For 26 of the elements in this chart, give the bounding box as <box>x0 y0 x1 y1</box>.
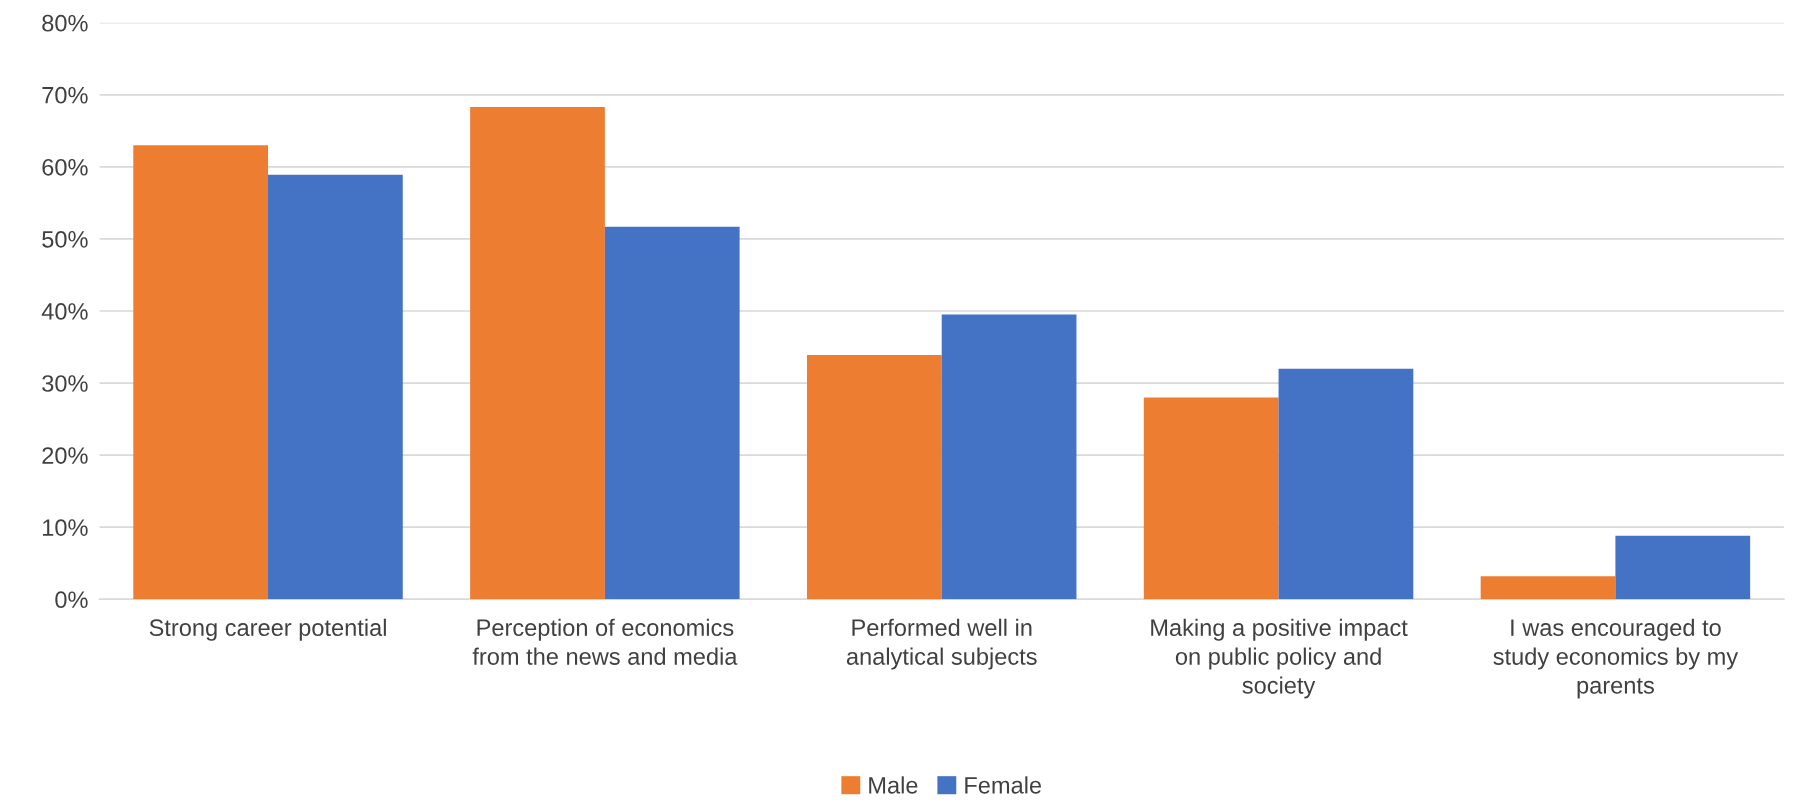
y-tick-label: 80% <box>42 14 88 32</box>
y-tick-label: 10% <box>43 519 88 536</box>
y-tick-label: 30% <box>42 375 88 392</box>
bar <box>1615 535 1751 600</box>
bar <box>470 107 605 600</box>
bar <box>268 174 403 600</box>
y-tick-label: 0% <box>55 591 88 609</box>
y-tick-label: 20% <box>42 447 88 464</box>
bar <box>1480 576 1616 600</box>
x-tick-label: Making a positive impact on public policy and society <box>1151 618 1408 699</box>
x-tick-label: I was encouraged to study economics by my parents <box>1493 618 1739 699</box>
x-tick-label: Strong career potential <box>149 618 386 641</box>
y-tick-label: 40% <box>41 303 88 320</box>
legend-label: Female <box>965 776 1042 794</box>
bar <box>133 145 269 600</box>
bar <box>604 226 740 600</box>
y-tick-label: 50% <box>42 231 88 248</box>
bar <box>806 354 942 600</box>
y-tick-label: 60% <box>42 158 88 176</box>
legend-label: Male <box>869 776 918 794</box>
y-tick-label: 70% <box>42 86 88 104</box>
bar <box>941 314 1077 600</box>
bar <box>1278 368 1414 600</box>
x-tick-label: Perception of economics from the news and media <box>472 618 738 665</box>
x-tick-label: Performed well in analytical subjects <box>846 618 1037 670</box>
bar <box>1143 397 1279 600</box>
